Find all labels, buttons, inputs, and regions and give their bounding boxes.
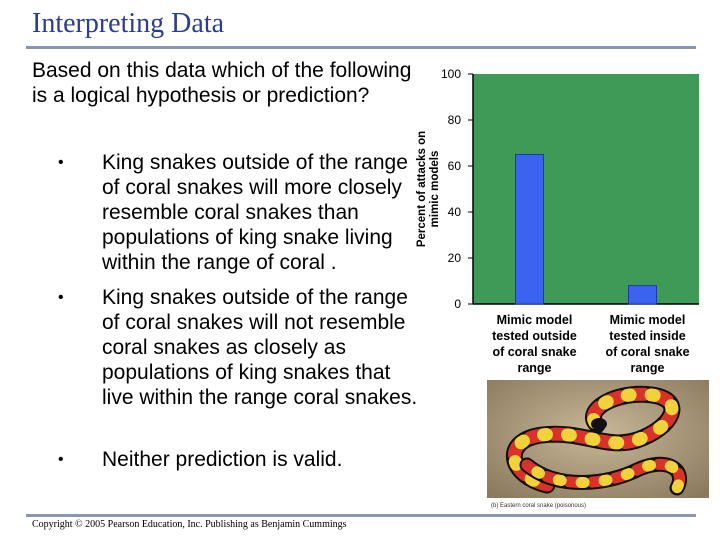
category-label: of coral snake: [605, 345, 689, 359]
title-divider: [26, 46, 696, 49]
category-label: of coral snake: [492, 345, 576, 359]
option-2-text: King snakes outside of the range of cora…: [102, 286, 418, 409]
footer-divider: [26, 514, 696, 517]
y-axis-title: Percent of attacks on: [416, 131, 428, 247]
bar: [628, 285, 657, 305]
bullet-icon: •: [58, 451, 64, 468]
coral-snake-photo: (b) Eastern coral snake (poisonous): [487, 380, 709, 509]
option-3-text: Neither prediction is valid.: [102, 448, 343, 471]
y-tick-label: 0: [454, 297, 461, 311]
category-label: tested inside: [609, 329, 685, 343]
y-tick-label: 40: [448, 205, 462, 219]
option-1-text: King snakes outside of the range of cora…: [102, 151, 408, 274]
bullet-icon: •: [58, 154, 64, 171]
category-label: tested outside: [492, 329, 577, 343]
bullet-icon: •: [58, 289, 64, 306]
y-axis-title: mimic models: [429, 151, 441, 228]
y-tick-label: 80: [448, 113, 462, 127]
copyright-text: Copyright © 2005 Pearson Education, Inc.…: [32, 519, 347, 530]
y-tick-label: 20: [448, 251, 462, 265]
category-label: range: [630, 361, 664, 375]
y-tick-label: 100: [441, 67, 461, 81]
category-label: Mimic model: [610, 313, 686, 327]
question-text: Based on this data which of the followin…: [32, 59, 412, 107]
category-label: range: [517, 361, 551, 375]
y-tick-label: 60: [448, 159, 462, 173]
bar: [515, 154, 544, 305]
plot-area: [473, 74, 699, 304]
category-label: Mimic model: [497, 313, 573, 327]
photo-caption: (b) Eastern coral snake (poisonous): [491, 503, 586, 509]
attack-rate-bar-chart: 0 20 40 60 80 100 Percent of attacks on mimic m…: [416, 67, 699, 375]
slide-title: Interpreting Data: [32, 8, 225, 39]
